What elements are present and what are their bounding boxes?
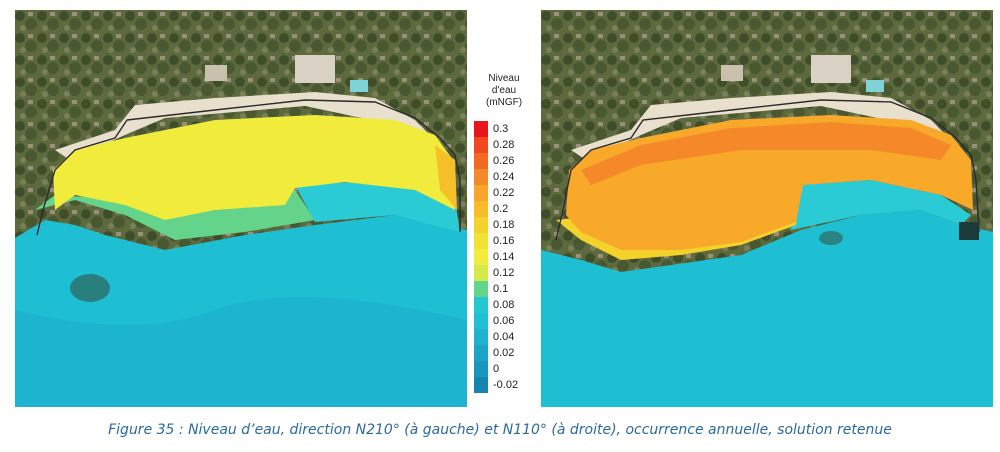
water-level-0.04	[15, 297, 467, 407]
legend-swatch	[474, 249, 488, 265]
legend-swatch	[474, 121, 488, 137]
water-level-map-n110	[541, 10, 993, 407]
legend-label: 0.24	[493, 171, 515, 183]
building	[205, 65, 227, 81]
map-panel-n210	[15, 10, 467, 407]
building	[295, 55, 335, 83]
legend-label: 0.18	[493, 219, 515, 231]
legend-label: 0.26	[493, 155, 515, 167]
shoreline	[36, 99, 461, 236]
seabed-patch	[70, 274, 110, 302]
legend-label: 0.3	[493, 123, 509, 135]
building	[811, 55, 851, 83]
pool	[866, 80, 884, 92]
legend-label: 0.2	[493, 203, 509, 215]
legend-label: 0.28	[493, 139, 515, 151]
legend-label: -0.02	[493, 379, 519, 391]
water-level-0.2	[435, 145, 457, 210]
color-legend: Niveau d'eau (mNGF) 0.3 0.28 0.26 0.24 0.22 0…	[468, 10, 540, 407]
legend-swatch	[474, 153, 488, 169]
legend-label: 0.16	[493, 235, 515, 247]
legend-label: 0.06	[493, 315, 515, 327]
legend-swatch	[474, 137, 488, 153]
legend-label: 0.02	[493, 347, 515, 359]
legend-swatch	[474, 377, 488, 393]
legend-label: 0.12	[493, 267, 515, 279]
water-level-map-n210	[15, 10, 467, 407]
building	[721, 65, 743, 81]
legend-title-line: Niveau	[488, 73, 520, 84]
legend-label: 0.1	[493, 283, 509, 295]
pool	[350, 80, 368, 92]
legend-swatch	[474, 297, 488, 313]
figure-caption: Figure 35 : Niveau d’eau, direction N210…	[108, 422, 892, 438]
legend-label: 0.08	[493, 299, 515, 311]
legend-swatch	[474, 265, 488, 281]
water-level-0.06	[541, 210, 993, 407]
legend-title-line: (mNGF)	[485, 97, 523, 108]
legend-swatch	[474, 361, 488, 377]
water-level-0.14	[53, 115, 455, 220]
map-panel-n110	[541, 10, 993, 407]
rock-outcrop	[959, 222, 979, 240]
legend-swatch	[474, 345, 488, 361]
legend-title-line: d'eau	[491, 85, 517, 96]
legend-label: 0.04	[493, 331, 515, 343]
legend-swatch	[474, 233, 488, 249]
beach	[571, 92, 971, 170]
legend-swatch	[474, 169, 488, 185]
beach	[55, 92, 455, 170]
legend-label: 0.14	[493, 251, 515, 263]
legend-swatch	[474, 329, 488, 345]
legend-swatch	[474, 185, 488, 201]
water-level-0.08	[791, 180, 971, 230]
seabed-patch	[819, 231, 843, 245]
water-level-0.24	[581, 122, 951, 185]
legend-swatch	[474, 217, 488, 233]
legend-swatch	[474, 313, 488, 329]
legend-swatch	[474, 201, 488, 217]
legend-label: 0.22	[493, 187, 515, 199]
legend-label: 0	[493, 363, 500, 375]
shoreline	[555, 99, 980, 241]
water-level-0.08	[295, 180, 460, 232]
legend-swatch	[474, 281, 488, 297]
